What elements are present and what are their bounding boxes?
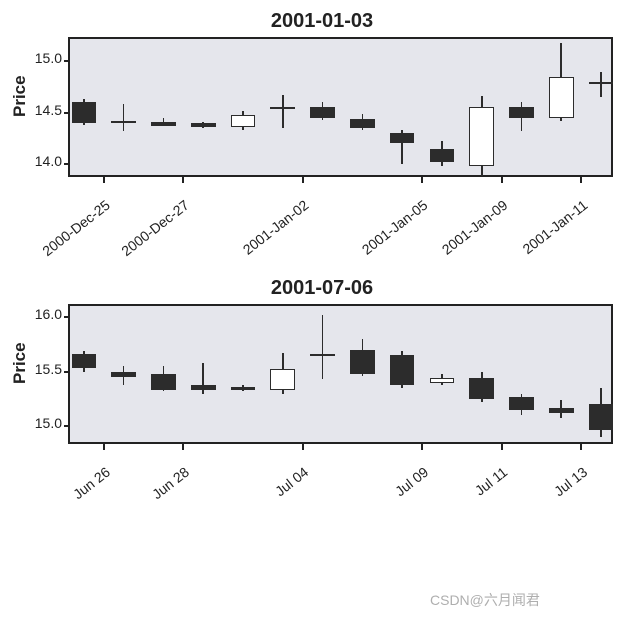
chart-bottom-xtick-label: Jul 04	[272, 464, 311, 500]
chart-top-plot	[68, 37, 613, 177]
chart-top-candle	[509, 107, 534, 117]
chart-bottom-xtick-label: Jul 13	[551, 464, 590, 500]
chart-bottom-candle	[350, 350, 375, 374]
chart-top: 2001-01-03 Price 14.0 14.5 15.0 2000-Dec-2520…	[10, 10, 634, 247]
chart-top-xtick-label: 2001-Jan-05	[359, 197, 431, 258]
chart-top-wick	[282, 95, 284, 128]
chart-top-ytick-label: 14.5	[35, 102, 62, 118]
chart-bottom-candle	[111, 372, 136, 377]
chart-top-plotwrap: Price 14.0 14.5 15.0	[10, 37, 634, 177]
chart-bottom-xtick-label: Jul 09	[392, 464, 431, 500]
chart-top-yticks: 14.0 14.5 15.0	[30, 37, 68, 177]
chart-top-candle	[350, 119, 375, 128]
chart-top-ytick-label: 14.0	[35, 153, 62, 169]
chart-bottom-ytick-label: 15.5	[35, 361, 62, 377]
chart-bottom-candle	[469, 378, 494, 399]
chart-bottom-ytick-mark	[64, 316, 70, 318]
chart-top-ytick-mark	[64, 60, 70, 62]
chart-top-xtick-label: 2001-Jan-09	[439, 197, 511, 258]
chart-top-ytick-mark	[64, 163, 70, 165]
chart-top-candle	[231, 115, 256, 127]
chart-bottom-xtick-label: Jun 28	[149, 464, 192, 502]
chart-top-candle	[270, 107, 295, 109]
chart-bottom-ytick-mark	[64, 371, 70, 373]
chart-bottom-title: 2001-07-06	[10, 277, 634, 300]
chart-top-xtick-label: 2000-Dec-27	[119, 197, 193, 259]
chart-top-candle	[310, 107, 335, 117]
chart-bottom-plotwrap: Price 15.0 15.5 16.0	[10, 304, 634, 444]
chart-top-ytick-label: 15.0	[35, 50, 62, 66]
chart-bottom: 2001-07-06Price15.015.516.0Jun 26Jun 28J…	[10, 277, 634, 514]
chart-bottom-candle	[151, 374, 176, 390]
chart-bottom-candle	[509, 397, 534, 410]
chart-bottom-xtick-label: Jun 26	[70, 464, 113, 502]
chart-bottom-candle	[549, 408, 574, 413]
chart-bottom-ytick-label: 16.0	[35, 306, 62, 322]
chart-top-candle	[589, 82, 614, 84]
chart-bottom-candle	[72, 354, 97, 368]
chart-top-candle	[469, 107, 494, 165]
chart-bottom-yticks: 15.0 15.5 16.0	[30, 304, 68, 444]
chart-bottom-ytick-label: 15.0	[35, 415, 62, 431]
chart-bottom-ylabel: Price	[10, 364, 30, 384]
chart-bottom-candle	[270, 369, 295, 390]
chart-top-xtick-label: 2000-Dec-25	[39, 197, 113, 259]
chart-top-ylabel: Price	[10, 97, 30, 117]
chart-top-candle	[390, 133, 415, 143]
chart-top-wick	[123, 104, 125, 131]
chart-bottom-ytick-mark	[64, 425, 70, 427]
chart-top-candle	[549, 77, 574, 118]
chart-top-candle	[72, 102, 97, 122]
chart-bottom-xticks: Jun 26 Jun 28 Jul 04 Jul 09 Jul 11 Jul 13	[68, 444, 613, 514]
chart-bottom-candle	[390, 355, 415, 385]
chart-top-ytick-mark	[64, 112, 70, 114]
chart-top-candle	[430, 149, 455, 161]
chart-top-candle	[111, 121, 136, 123]
chart-top-xtick-label: 2001-Jan-02	[240, 197, 312, 258]
chart-bottom-candle	[430, 378, 455, 382]
chart-top-xticks: 2000-Dec-252000-Dec-272001-Jan-022001-Ja…	[68, 177, 613, 247]
chart-top-title: 2001-01-03	[10, 10, 634, 33]
chart-bottom-xtick-label: Jul 11	[472, 464, 510, 499]
chart-bottom-candle	[310, 354, 335, 356]
chart-bottom-candle	[231, 387, 256, 390]
chart-top-wick	[600, 72, 602, 98]
chart-bottom-wick	[322, 315, 324, 380]
chart-bottom-plot	[68, 304, 613, 444]
chart-top-xtick-label: 2001-Jan-11	[519, 197, 590, 257]
chart-top-candle	[191, 123, 216, 127]
chart-top-candle	[151, 122, 176, 126]
watermark: CSDN@六月闻君	[430, 590, 540, 610]
chart-bottom-candle	[191, 385, 216, 390]
chart-bottom-candle	[589, 404, 614, 429]
